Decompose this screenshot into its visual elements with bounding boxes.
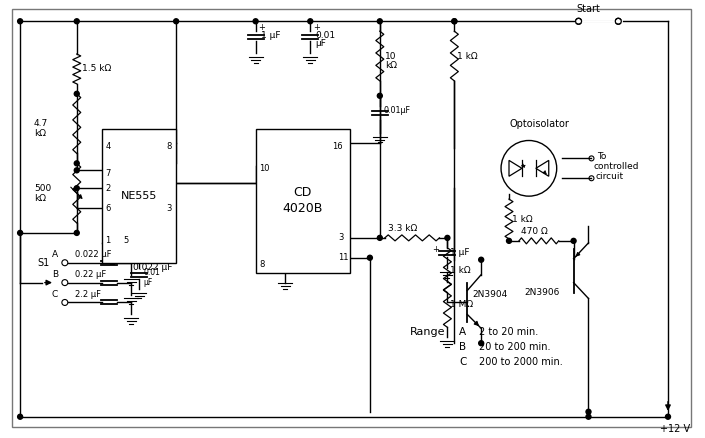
Circle shape <box>377 93 382 98</box>
Text: µF: µF <box>143 278 152 287</box>
Text: 10: 10 <box>385 52 396 60</box>
Text: A: A <box>52 250 58 259</box>
Circle shape <box>74 230 79 235</box>
Circle shape <box>74 168 79 173</box>
Circle shape <box>586 414 591 419</box>
Circle shape <box>18 19 23 24</box>
Text: kΩ: kΩ <box>34 194 46 203</box>
Text: 7: 7 <box>106 169 111 178</box>
Circle shape <box>586 409 591 414</box>
Text: 5: 5 <box>123 237 129 245</box>
Circle shape <box>479 257 484 262</box>
Text: 1 kΩ: 1 kΩ <box>458 52 478 60</box>
Text: 1 kΩ: 1 kΩ <box>450 266 471 275</box>
Text: CD: CD <box>293 186 312 199</box>
Text: 4020B: 4020B <box>283 202 323 215</box>
Circle shape <box>377 235 382 240</box>
Text: 16: 16 <box>332 142 343 151</box>
Text: 8: 8 <box>259 260 265 269</box>
Text: 10: 10 <box>259 164 270 173</box>
Circle shape <box>571 238 576 244</box>
Circle shape <box>253 19 258 24</box>
Circle shape <box>445 235 450 240</box>
Circle shape <box>506 238 512 244</box>
Circle shape <box>452 19 457 24</box>
Circle shape <box>74 161 79 166</box>
Text: 2: 2 <box>106 184 111 193</box>
Text: 2N3904: 2N3904 <box>472 290 508 299</box>
Text: Range: Range <box>410 327 445 337</box>
Text: 0.01: 0.01 <box>143 268 160 277</box>
Circle shape <box>452 19 457 24</box>
Text: 3: 3 <box>166 204 171 212</box>
Circle shape <box>367 255 372 260</box>
Text: 6: 6 <box>106 204 111 212</box>
Text: µF: µF <box>315 39 326 48</box>
Text: NE555: NE555 <box>121 191 157 201</box>
Circle shape <box>74 19 79 24</box>
Text: 470 Ω: 470 Ω <box>521 227 548 237</box>
Text: 200 to 2000 min.: 200 to 2000 min. <box>479 357 563 367</box>
Circle shape <box>479 341 484 346</box>
Circle shape <box>74 91 79 96</box>
Text: 0.022 µF: 0.022 µF <box>133 263 173 272</box>
Text: Start: Start <box>577 4 601 14</box>
Text: 1 µF: 1 µF <box>261 31 280 40</box>
Text: 4.7: 4.7 <box>34 119 48 128</box>
Text: S1: S1 <box>37 258 49 268</box>
Bar <box>256 129 350 273</box>
Text: circuit: circuit <box>596 172 624 181</box>
Text: 500: 500 <box>34 184 51 193</box>
Text: 11: 11 <box>338 253 348 262</box>
Text: 3.3 kΩ: 3.3 kΩ <box>388 224 417 233</box>
Circle shape <box>18 414 23 419</box>
Text: 20 to 200 min.: 20 to 200 min. <box>479 342 551 352</box>
Text: +: + <box>259 23 266 32</box>
Text: 1.5 kΩ: 1.5 kΩ <box>82 64 111 74</box>
Text: A: A <box>460 327 467 337</box>
Circle shape <box>308 19 313 24</box>
Text: 3: 3 <box>338 233 343 242</box>
Text: 1 MΩ: 1 MΩ <box>450 300 474 309</box>
Text: kΩ: kΩ <box>385 61 397 71</box>
Text: 2 to 20 min.: 2 to 20 min. <box>479 327 539 337</box>
Circle shape <box>18 230 23 235</box>
Text: 1: 1 <box>106 237 111 245</box>
Text: Optoisolator: Optoisolator <box>509 119 569 129</box>
Text: kΩ: kΩ <box>34 129 46 138</box>
Text: 0.01: 0.01 <box>315 31 336 40</box>
Text: 2.2 µF: 2.2 µF <box>75 290 101 299</box>
Text: 4: 4 <box>106 142 111 151</box>
Text: B: B <box>52 270 58 279</box>
Text: 1 µF: 1 µF <box>450 248 470 257</box>
Text: controlled: controlled <box>594 162 639 171</box>
Text: +: + <box>432 245 439 254</box>
Text: C: C <box>460 357 467 367</box>
Text: 8: 8 <box>166 142 171 151</box>
Circle shape <box>173 19 178 24</box>
Circle shape <box>377 19 382 24</box>
Bar <box>102 129 176 263</box>
Text: 2N3906: 2N3906 <box>524 288 559 297</box>
Text: 0.01µF: 0.01µF <box>384 106 411 115</box>
Text: 0.22 µF: 0.22 µF <box>75 270 106 279</box>
Text: +12 V: +12 V <box>660 424 690 434</box>
Text: B: B <box>460 342 467 352</box>
Text: C: C <box>52 290 59 299</box>
Text: 1 kΩ: 1 kΩ <box>512 215 532 223</box>
Text: +: + <box>313 23 320 32</box>
Circle shape <box>74 186 79 191</box>
Text: To: To <box>597 152 607 161</box>
Text: 0.022 µF: 0.022 µF <box>75 250 111 259</box>
Circle shape <box>666 414 670 419</box>
